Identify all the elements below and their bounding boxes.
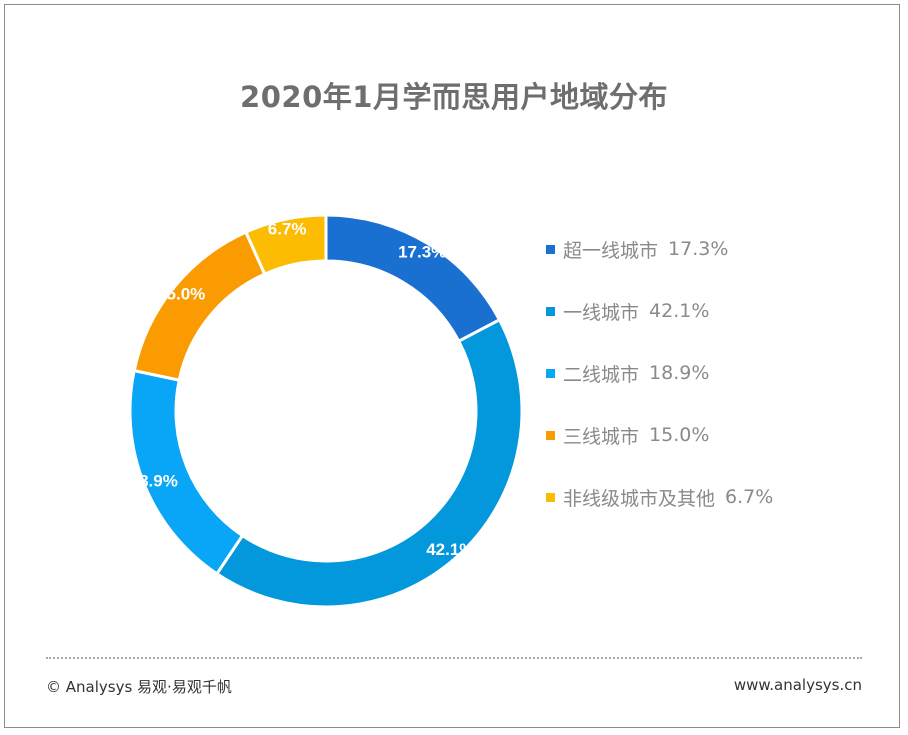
legend-value: 17.3%	[668, 238, 729, 260]
slice-data-label: 6.7%	[268, 220, 307, 239]
legend-label: 三线城市	[563, 425, 640, 448]
legend-swatch	[546, 244, 555, 254]
slice-data-label: 18.9%	[130, 472, 178, 491]
legend-value: 42.1%	[649, 300, 710, 322]
legend-label: 超一线城市	[563, 239, 659, 262]
footer-website: www.analysys.cn	[733, 676, 862, 694]
donut-slice	[132, 230, 267, 382]
legend-swatch	[546, 306, 555, 316]
legend-swatch	[546, 430, 555, 440]
legend-item: 超一线城市 17.3%	[546, 218, 773, 280]
donut-slice	[324, 213, 502, 344]
legend-item: 三线城市 15.0%	[546, 404, 773, 466]
legend-item: 非线级城市及其他 6.7%	[546, 466, 773, 528]
donut-slice	[243, 213, 328, 277]
chart-title: 2020年1月学而思用户地域分布	[240, 80, 668, 114]
legend-label: 非线级城市及其他	[563, 487, 716, 510]
legend-label: 二线城市	[563, 363, 640, 386]
legend-item: 一线城市 42.1%	[546, 280, 773, 342]
donut-slice	[214, 317, 524, 609]
slice-data-label: 17.3%	[398, 242, 446, 261]
chart-frame	[4, 4, 900, 728]
legend-label: 一线城市	[563, 301, 640, 324]
footer-divider	[46, 657, 862, 659]
footer-copyright: © Analysys 易观·易观千帆	[46, 678, 232, 696]
legend-swatch	[546, 368, 555, 378]
legend-value: 18.9%	[649, 362, 710, 384]
slice-data-label: 15.0%	[157, 285, 205, 304]
slice-data-label: 42.1%	[426, 540, 474, 559]
chart-legend: 超一线城市 17.3% 一线城市 42.1% 二线城市 18.9% 三线城市 15.0% 非线级…	[546, 218, 773, 528]
legend-swatch	[546, 492, 555, 502]
legend-value: 15.0%	[649, 424, 710, 446]
legend-value: 6.7%	[725, 486, 774, 508]
legend-item: 二线城市 18.9%	[546, 342, 773, 404]
